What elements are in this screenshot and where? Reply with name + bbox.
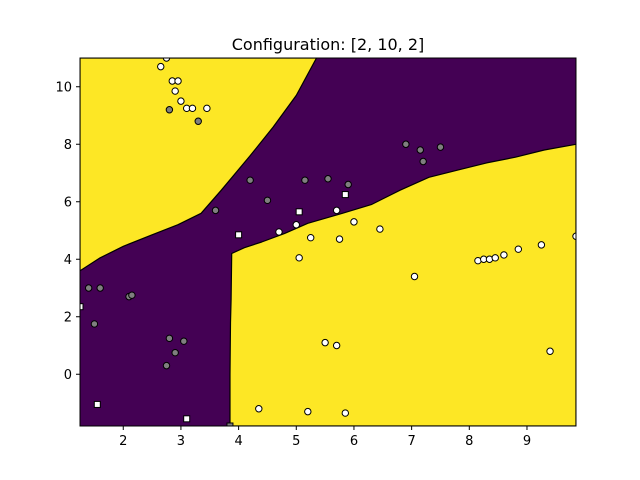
data-point-class-1 — [376, 225, 384, 233]
y-tick-label: 10 — [55, 80, 72, 95]
data-point-square-class-1 — [80, 303, 84, 311]
data-point-class-0 — [419, 157, 427, 166]
data-point-class-1 — [537, 241, 546, 249]
y-tick-label: 2 — [64, 310, 72, 325]
data-point-class-1 — [332, 341, 341, 350]
data-point-class-0 — [402, 140, 410, 148]
data-point-class-0 — [90, 320, 99, 328]
data-point-class-0 — [128, 291, 136, 299]
x-tick-label: 2 — [119, 434, 127, 449]
x-tick-label: 5 — [292, 434, 300, 449]
data-point-class-1 — [171, 87, 179, 95]
data-point-class-0 — [96, 284, 104, 292]
data-point-class-0 — [344, 180, 352, 189]
data-point-class-1 — [203, 104, 211, 113]
data-point-class-1 — [255, 405, 263, 413]
y-tick-label: 4 — [64, 253, 72, 268]
data-point-class-1 — [177, 97, 185, 105]
x-tick-label: 9 — [523, 434, 531, 449]
y-tick-label: 6 — [64, 195, 72, 210]
data-point-class-0 — [246, 176, 254, 184]
y-tick-label: 0 — [64, 368, 72, 383]
data-point-class-1 — [500, 251, 508, 259]
data-point-class-1 — [306, 233, 315, 242]
x-tick-label: 6 — [350, 434, 358, 449]
data-point-class-0 — [436, 143, 445, 151]
decision-region-class-1-3 — [80, 58, 318, 272]
data-point-class-1 — [546, 347, 554, 355]
data-point-square-class-1 — [93, 400, 101, 408]
data-point-class-1 — [295, 254, 303, 262]
data-point-class-0 — [162, 361, 171, 370]
data-point-class-0 — [324, 175, 332, 183]
y-tick-label: 8 — [64, 138, 72, 153]
data-point-class-0 — [301, 176, 309, 184]
x-tick-label: 3 — [177, 434, 185, 449]
plot-area — [80, 58, 576, 426]
data-point-class-1 — [321, 338, 329, 347]
data-point-class-1 — [410, 272, 419, 281]
x-tick-label: 4 — [234, 434, 242, 449]
data-point-class-0 — [171, 348, 179, 357]
data-point-class-1 — [491, 254, 499, 262]
data-point-class-1 — [350, 218, 358, 226]
x-axis: 2 3 4 5 6 7 8 9 — [119, 426, 531, 449]
data-point-class-0 — [194, 117, 202, 125]
y-axis: 0 2 4 6 8 10 — [55, 80, 80, 383]
data-point-class-0 — [165, 334, 174, 343]
data-point-class-0 — [263, 196, 272, 205]
data-point-class-1 — [188, 104, 197, 113]
x-tick-label: 8 — [465, 434, 473, 449]
data-point-class-0 — [84, 284, 93, 292]
chart-title: Configuration: [2, 10, 2] — [232, 35, 425, 54]
data-point-class-1 — [304, 407, 312, 416]
data-point-class-1 — [292, 221, 300, 229]
data-point-class-1 — [335, 235, 344, 243]
x-tick-label: 7 — [407, 434, 415, 449]
data-point-square-class-1 — [341, 191, 349, 199]
plot-frame — [79, 57, 577, 427]
data-point-class-1 — [514, 245, 523, 253]
decision-regions — [80, 58, 576, 426]
data-point-class-0 — [180, 337, 188, 345]
data-point-class-1 — [275, 228, 283, 236]
decision-region-class-1-4 — [229, 143, 576, 426]
data-point-class-1 — [332, 206, 341, 215]
data-point-square-class-1 — [183, 415, 191, 423]
data-point-square-class-1 — [295, 208, 303, 216]
data-point-class-0 — [211, 206, 220, 215]
data-point-class-1 — [341, 409, 350, 417]
data-point-square-class-1 — [235, 231, 243, 239]
data-point-class-0 — [416, 146, 424, 154]
data-points — [80, 58, 576, 426]
data-point-class-1 — [157, 62, 165, 71]
data-point-class-0 — [165, 106, 174, 114]
data-point-class-1 — [174, 77, 182, 85]
data-point-class-1 — [162, 58, 171, 62]
data-point-square-class-0 — [226, 422, 234, 426]
